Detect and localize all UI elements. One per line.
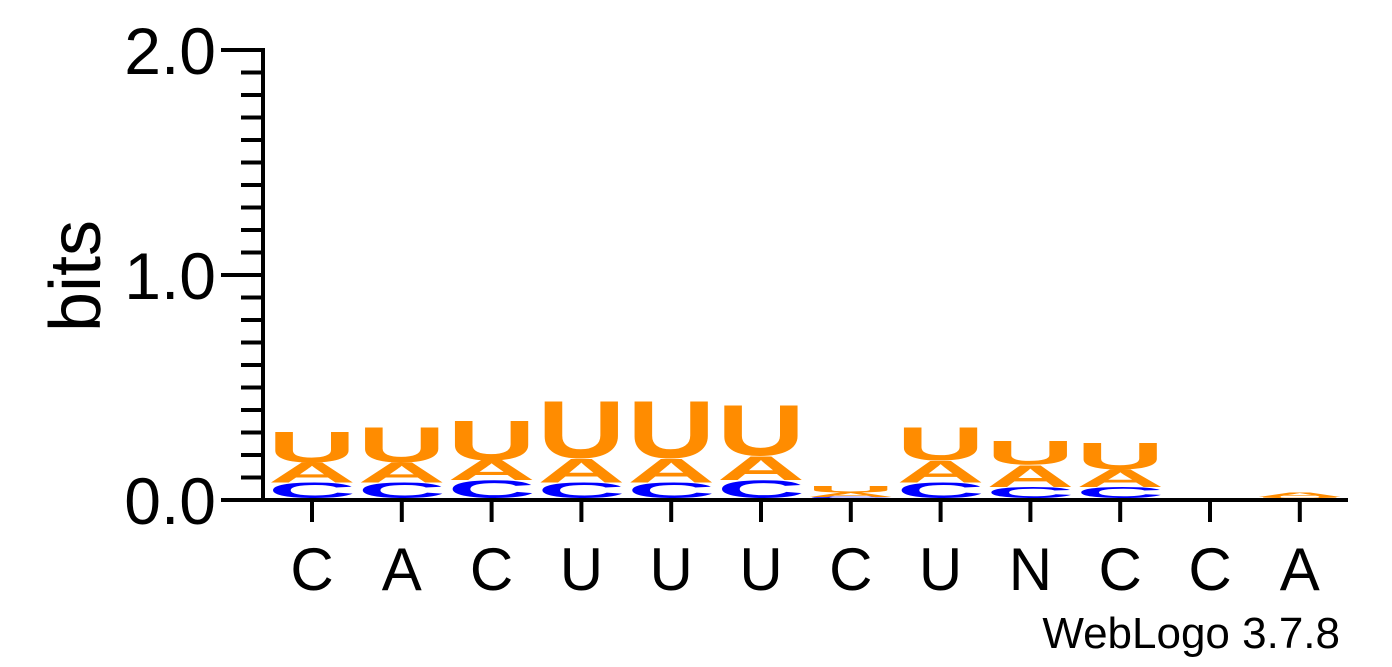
y-axis-label: bits: [36, 220, 116, 332]
y-tick-label: 0.0: [124, 464, 216, 538]
logo-letter-U: U: [807, 484, 895, 494]
x-tick-label: U: [919, 536, 962, 603]
logo-letter-U: U: [268, 423, 356, 472]
x-tick-label: C: [290, 536, 333, 603]
x-tick-label: N: [1009, 536, 1052, 603]
logo-letter-A: A: [807, 491, 895, 498]
logo-letter-U: U: [717, 390, 805, 471]
logo-letter-A: A: [717, 449, 805, 488]
logo-letter-U: U: [448, 409, 536, 472]
logo-letter-A: A: [537, 451, 625, 490]
logo-letter-C: C: [986, 484, 1074, 502]
x-tick-label: U: [650, 536, 693, 603]
x-tick-label: A: [1280, 536, 1320, 603]
x-tick-label: U: [739, 536, 782, 603]
x-tick-label: C: [1099, 536, 1142, 603]
y-tick-label: 2.0: [124, 14, 216, 88]
logo-letter-C: C: [1076, 484, 1164, 502]
y-tick-label: 1.0: [124, 239, 216, 313]
logo-letter-U: U: [358, 417, 446, 473]
logo-letter-U: U: [1076, 435, 1164, 477]
weblogo-credit: WebLogo 3.7.8: [1042, 609, 1340, 658]
x-tick-label: C: [1188, 536, 1231, 603]
x-tick-label: U: [560, 536, 603, 603]
logo-letter-A: A: [1076, 464, 1164, 492]
logo-letter-C: C: [807, 497, 895, 499]
logo-letter-U: U: [986, 433, 1074, 472]
logo-letter-A: A: [268, 457, 356, 489]
x-tick-label: C: [829, 536, 872, 603]
logo-letter-A: A: [897, 454, 985, 489]
x-tick-label: C: [470, 536, 513, 603]
logo-letter-U: U: [537, 383, 625, 474]
logo-letter-U: U: [627, 383, 715, 474]
logo-letter-A: A: [1256, 491, 1344, 498]
logo-letter-U: U: [897, 417, 985, 470]
logo-letter-U: U: [1256, 497, 1344, 499]
logo-letter-A: A: [986, 458, 1074, 493]
logo-letter-A: A: [358, 457, 446, 489]
x-tick-label: A: [382, 536, 422, 603]
logo-letter-A: A: [627, 451, 715, 490]
logo-letter-A: A: [448, 454, 536, 486]
